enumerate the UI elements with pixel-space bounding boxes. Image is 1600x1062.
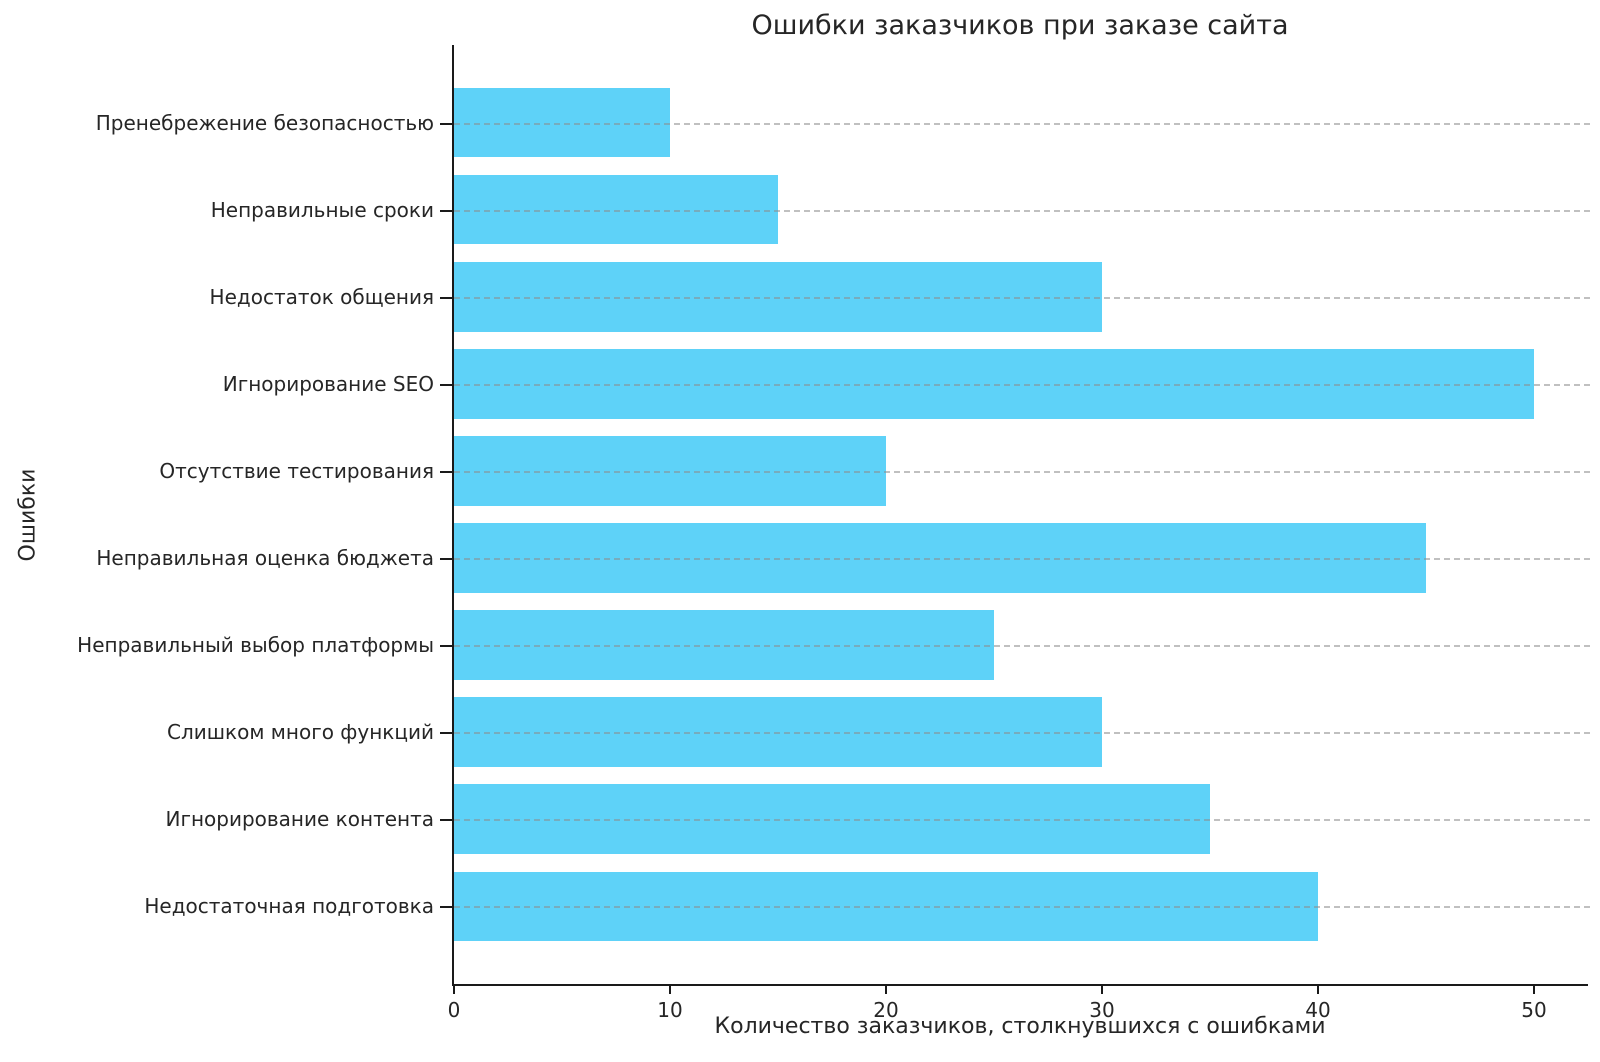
y-tick-mark (440, 906, 452, 909)
category-label: Неправильные сроки (210, 197, 434, 222)
bar-row: Пренебрежение безопасностью (96, 79, 1590, 166)
bar (454, 523, 1426, 593)
bar (454, 261, 1102, 332)
bar-row: Неправильные сроки (211, 166, 1590, 253)
y-tick-mark (440, 732, 452, 735)
category-label: Пренебрежение безопасностью (95, 110, 434, 135)
bar (454, 871, 1318, 942)
x-tick-label: 30 (1089, 998, 1115, 1022)
category-label: Слишком много функций (166, 720, 434, 745)
x-tick-mark (453, 984, 455, 994)
bar-row: Неправильный выбор платформы (77, 602, 1590, 689)
category-label: Отсутствие тестирования (159, 458, 434, 483)
category-label: Игнорирование SEO (222, 371, 434, 396)
y-tick-mark (440, 296, 452, 299)
x-tick-label: 0 (447, 998, 461, 1022)
bar (454, 697, 1102, 768)
category-label: Неправильная оценка бюджета (96, 546, 434, 571)
plot-area: Пренебрежение безопасностью Неправильные … (77, 45, 1590, 1022)
bar-row: Игнорирование контента (165, 776, 1590, 863)
x-tick-label: 10 (657, 998, 683, 1022)
x-tick-mark (1317, 984, 1319, 994)
x-tick-label: 40 (1305, 998, 1331, 1022)
category-label: Игнорирование контента (165, 807, 434, 832)
bar (454, 348, 1534, 419)
bar-row: Недостаточная подготовка (144, 863, 1590, 950)
bar (454, 784, 1210, 855)
bar-row: Слишком много функций (167, 689, 1590, 776)
x-tick-label: 20 (873, 998, 899, 1022)
category-label: Неправильный выбор платформы (77, 633, 434, 658)
bar (454, 87, 670, 158)
bar-row: Неправильная оценка бюджета (96, 514, 1590, 601)
category-label: Недостаток общения (209, 284, 434, 309)
bar-row: Игнорирование SEO (223, 340, 1590, 427)
y-tick-mark (440, 819, 452, 822)
x-tick-mark (669, 984, 671, 994)
y-axis-label: Ошибки (15, 468, 41, 562)
y-tick-mark (440, 122, 452, 125)
bar (454, 174, 778, 245)
y-tick-mark (440, 209, 452, 212)
x-tick-label: 50 (1521, 998, 1547, 1022)
bar-row: Недостаток общения (210, 253, 1590, 340)
category-label: Недостаточная подготовка (144, 894, 434, 919)
bar (454, 436, 886, 506)
x-tick-mark (1533, 984, 1535, 994)
bar (454, 610, 994, 680)
x-tick-mark (1101, 984, 1103, 994)
chart-title: Ошибки заказчиков при заказе сайта (751, 10, 1289, 41)
x-axis-label: Количество заказчиков, столкнувшихся с о… (714, 1014, 1326, 1039)
y-tick-mark (440, 470, 452, 473)
x-tick-mark (885, 984, 887, 994)
y-tick-mark (440, 558, 452, 561)
y-tick-mark (440, 645, 452, 648)
y-tick-mark (440, 383, 452, 386)
plot-rows: Пренебрежение безопасностью Неправильные … (77, 79, 1590, 950)
bar-row: Отсутствие тестирования (159, 427, 1590, 514)
